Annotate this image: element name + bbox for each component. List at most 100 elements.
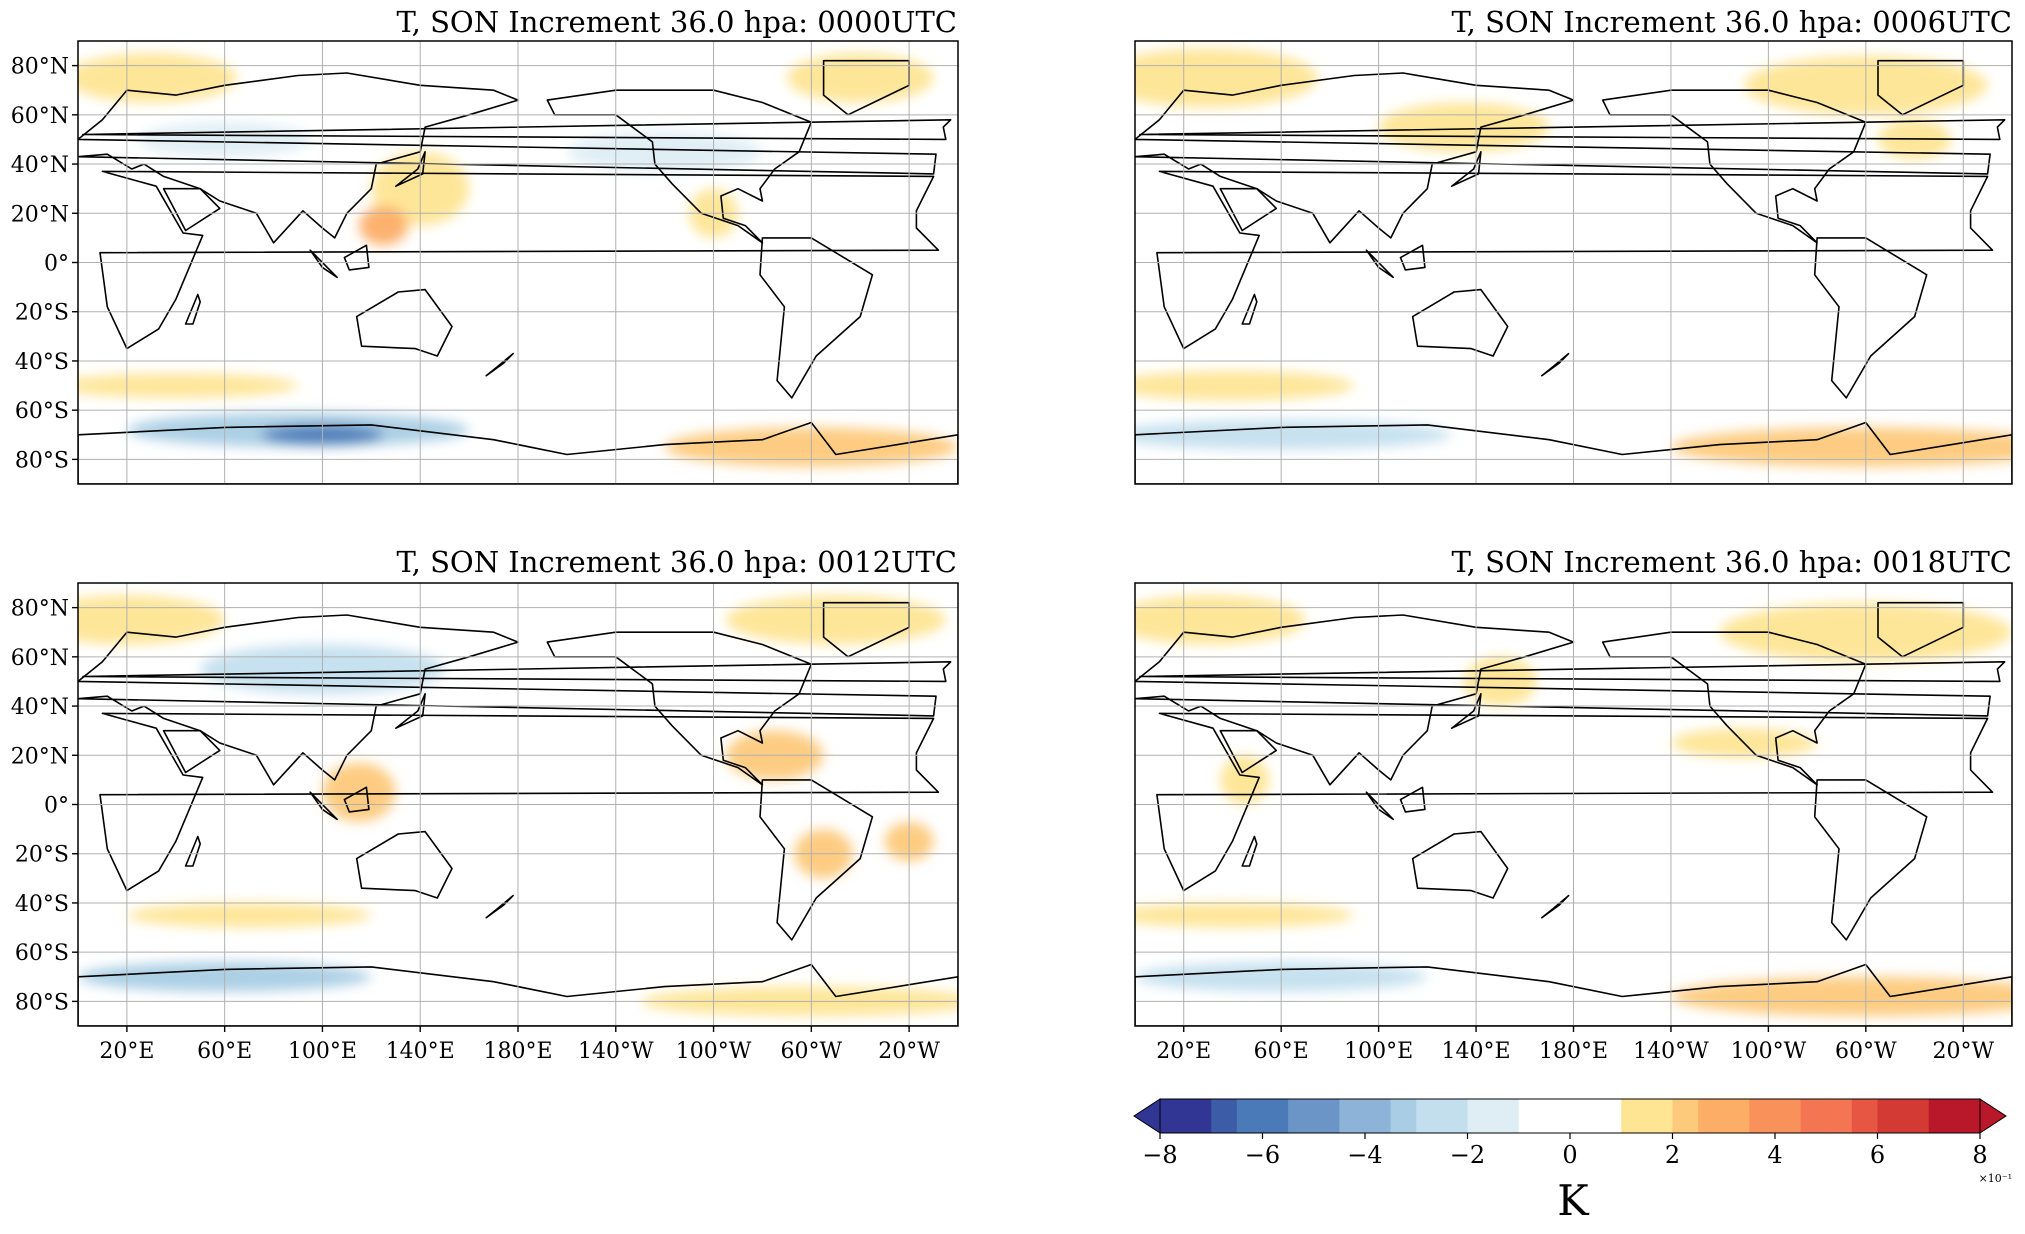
lat-tick-label: 60°S [15, 941, 69, 966]
colorbar-segment [1467, 1099, 1494, 1133]
increment-blob [1135, 370, 1355, 401]
colorbar-tick-label: −8 [1142, 1141, 1177, 1169]
colorbar-segment [1903, 1099, 1930, 1133]
colorbar-segment [1160, 1099, 1187, 1133]
colorbar-segment [1954, 1099, 1981, 1133]
lon-tick-label: 100°W [676, 1039, 752, 1064]
colorbar-segment [1775, 1099, 1802, 1133]
gridlines [78, 41, 958, 484]
colorbar-segment [1365, 1099, 1392, 1133]
lon-tick-label: 140°E [1442, 1039, 1511, 1064]
coastline [1219, 187, 1278, 232]
coastline [394, 151, 426, 187]
lon-tick-label: 100°E [288, 1039, 357, 1064]
colorbar-segment [1646, 1099, 1673, 1133]
coastline [546, 631, 813, 786]
map-plot-area [78, 583, 958, 1026]
colorbar-segment [1493, 1099, 1520, 1133]
coastline [355, 830, 453, 899]
coastline [546, 89, 813, 244]
lat-tick-label: 40°S [15, 350, 69, 375]
coastline [1156, 712, 1994, 892]
coastline [82, 661, 952, 683]
colorbar-segment [1826, 1099, 1853, 1133]
colorbar-segment [1800, 1099, 1827, 1133]
coastline [1601, 89, 1867, 244]
panel-title: T, SON Increment 36.0 hpa: 0018UTC [1452, 545, 2012, 579]
lat-tick-label: 80°S [15, 990, 69, 1015]
lon-tick-label: 140°W [578, 1039, 654, 1064]
colorbar-segment [1851, 1099, 1878, 1133]
lat-tick-label: 60°S [15, 399, 69, 424]
colorbar-segments [1133, 1098, 2007, 1134]
colorbar: −8 −6 −4 −2 0 2 4 6 8 ×10⁻¹ K [1133, 1098, 2012, 1225]
panel-title: T, SON Increment 36.0 hpa: 0006UTC [1452, 5, 2012, 39]
colorbar-segment [1390, 1099, 1417, 1133]
map-plot-area [1135, 583, 2012, 1026]
lon-tick-label: 60°E [197, 1039, 252, 1064]
map-panel-0018utc: T, SON Increment 36.0 hpa: 0018UTC 20°E 6… [1134, 545, 2013, 1064]
increment-blob [1135, 595, 1306, 645]
coastline [1601, 631, 1867, 786]
coastline [1135, 421, 2012, 484]
coastline [1139, 119, 2006, 141]
colorbar-segment [1441, 1099, 1468, 1133]
coastline [162, 729, 221, 774]
coastline [1241, 293, 1258, 325]
colorbar-segment [1211, 1099, 1238, 1133]
colorbar-segment [1416, 1099, 1443, 1133]
lon-tick-label: 60°E [1254, 1039, 1309, 1064]
map-plot-area [1135, 41, 2012, 484]
colorbar-segment [1185, 1099, 1212, 1133]
coastline [343, 786, 370, 813]
colorbar-segment [1236, 1099, 1263, 1133]
colorbar-max-extend [1979, 1098, 2007, 1134]
colorbar-segment [1928, 1099, 1955, 1133]
lon-tick-label: 60°W [1835, 1039, 1897, 1064]
increment-blob [1671, 976, 2012, 1017]
coastline [1156, 170, 1994, 350]
lon-tick-label: 20°W [1932, 1039, 1994, 1064]
colorbar-tick-label: −6 [1245, 1141, 1280, 1169]
coastline [1399, 244, 1426, 271]
increment-blob [1220, 755, 1269, 805]
colorbar-segment [1339, 1099, 1366, 1133]
lat-tick-label: 80°S [15, 448, 69, 473]
coastline [343, 244, 370, 271]
coastline [355, 288, 453, 357]
increment-blob [359, 205, 408, 246]
map-panel-0006utc: T, SON Increment 36.0 hpa: 0006UTC [1134, 5, 2013, 485]
colorbar-segment [1672, 1099, 1699, 1133]
coastline [759, 237, 874, 399]
lon-tick-label: 180°E [1539, 1039, 1608, 1064]
coastline [1411, 830, 1509, 899]
lat-tick-label: 40°N [11, 153, 69, 178]
increment-blob [1135, 902, 1355, 928]
lat-tick-label: 20°S [15, 301, 69, 326]
coastline [1219, 729, 1278, 774]
coastline [1877, 59, 1965, 116]
lon-tick-label: 100°W [1731, 1039, 1807, 1064]
coastline [1450, 693, 1482, 729]
lat-tick-label: 40°N [11, 695, 69, 720]
coastline [162, 187, 221, 232]
lat-tick-label: 0° [44, 794, 69, 819]
increment-blob [78, 373, 298, 398]
colorbar-segment [1518, 1099, 1545, 1133]
panel-title: T, SON Increment 36.0 hpa: 0000UTC [397, 5, 957, 39]
map-frame [1134, 40, 2013, 485]
panel-title: T, SON Increment 36.0 hpa: 0012UTC [397, 545, 957, 579]
coastline [1139, 661, 2006, 683]
lon-tick-label: 100°E [1344, 1039, 1413, 1064]
colorbar-segment [1723, 1099, 1750, 1133]
lat-tick-label: 20°N [11, 744, 69, 769]
lat-tick-label: 80°N [11, 597, 69, 622]
longitude-labels: 20°E 60°E 100°E 140°E 180°E 140°W 100°W 60°W 20°… [99, 1026, 940, 1064]
increment-field [1135, 595, 2012, 1017]
colorbar-scale-note: ×10⁻¹ [1979, 1172, 2012, 1185]
coastline [99, 170, 940, 350]
increment-blob [1135, 48, 1318, 108]
coastline [1813, 779, 1928, 941]
gridlines [78, 583, 958, 1026]
increment-field [78, 595, 958, 1017]
